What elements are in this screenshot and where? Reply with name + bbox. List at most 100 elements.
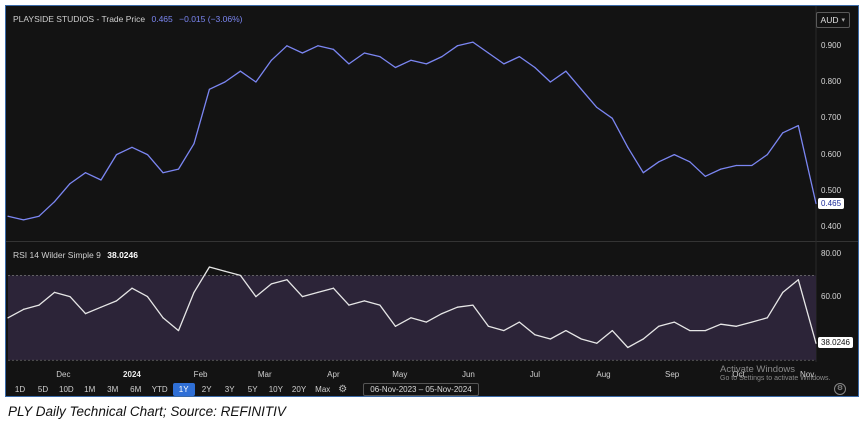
rsi-point (782, 291, 784, 293)
price-point (115, 153, 118, 156)
range-buttons: 1D 5D 10D 1M 3M 6M YTD 1Y 2Y 3Y 5Y 10Y 20Y Max (9, 382, 335, 396)
watermark-line1: Activate Windows (720, 364, 795, 375)
rsi-point (53, 291, 56, 293)
price-point (286, 45, 288, 47)
rsi-point (193, 291, 195, 293)
rsi-point (162, 317, 164, 319)
rsi-point (146, 296, 149, 298)
rsi-point (7, 317, 9, 319)
x-tick-label: Feb (193, 370, 208, 379)
price-point (363, 52, 366, 54)
range-button-5d[interactable]: 5D (37, 384, 49, 394)
rsi-point (22, 308, 25, 310)
range-button-6m[interactable]: 6M (130, 384, 142, 394)
price-ytick: 0.900 (821, 40, 842, 50)
price-point (766, 153, 768, 156)
gear-icon[interactable]: ⚙ (338, 383, 348, 395)
range-button-3y[interactable]: 3Y (224, 384, 235, 394)
price-point (22, 219, 25, 221)
rsi-point (503, 329, 505, 332)
rsi-point (580, 338, 582, 340)
rsi-point (627, 346, 629, 349)
rsi-point (177, 329, 180, 332)
range-button-1y[interactable]: 1Y (172, 382, 195, 396)
range-button-max[interactable]: Max (315, 384, 331, 394)
range-button-10y[interactable]: 10Y (268, 384, 283, 394)
price-point (689, 161, 691, 163)
range-button-1m[interactable]: 1M (84, 384, 96, 394)
price-point (84, 172, 87, 174)
price-point (53, 201, 56, 203)
price-last-value: 0.465 (818, 197, 845, 209)
x-tick-label: Sep (664, 370, 680, 379)
price-point (658, 161, 660, 163)
rsi-point (815, 342, 817, 344)
price-point (797, 124, 799, 127)
rsi-point (100, 306, 102, 308)
rsi-point (456, 306, 458, 308)
price-ytick: 0.700 (821, 113, 842, 123)
price-point (627, 146, 629, 148)
price-point (239, 70, 242, 72)
range-button-ytd[interactable]: YTD (151, 384, 168, 394)
watermark-line2: Go to Settings to activate Windows. (720, 375, 831, 383)
range-button-1d[interactable]: 1D (14, 384, 26, 394)
price-point (503, 63, 505, 65)
settings-icon[interactable]: ⚙ (834, 383, 846, 395)
chart-caption: PLY Daily Technical Chart; Source: REFIN… (8, 404, 286, 419)
price-point (379, 56, 381, 58)
rsi-point (425, 321, 427, 323)
chart-frame: PLAYSIDE STUDIOS - Trade Price 0.465 −0.… (5, 5, 859, 397)
price-point (146, 153, 149, 156)
rsi-point (766, 317, 768, 319)
activation-watermark: Activate Windows Go to Settings to activ… (720, 364, 831, 384)
range-button-10d[interactable]: 10D (59, 384, 74, 394)
rsi-point (255, 296, 257, 298)
rsi-point (131, 287, 133, 289)
x-tick-label: Mar (257, 370, 272, 379)
range-button-3m[interactable]: 3M (107, 384, 119, 394)
price-ytick: 0.400 (821, 222, 842, 232)
rsi-point (317, 291, 319, 293)
price-point (177, 168, 180, 170)
range-button-5y[interactable]: 5Y (247, 384, 258, 394)
rsi-point (224, 270, 226, 272)
date-range-picker[interactable]: 06-Nov-2023 – 05-Nov-2024 (363, 382, 479, 396)
price-point (596, 106, 598, 109)
x-tick-label: Jul (529, 370, 540, 379)
price-point (410, 59, 412, 61)
range-button-20y[interactable]: 20Y (291, 384, 307, 394)
chevron-down-icon: ▾ (841, 17, 845, 24)
price-point (255, 81, 257, 83)
price-point (704, 175, 706, 177)
price-ytick: 0.600 (821, 149, 842, 159)
rsi-point (611, 329, 613, 332)
x-tick-label: Oct (732, 370, 745, 379)
price-point (131, 146, 133, 148)
rsi-point (301, 296, 304, 298)
price-point (38, 215, 40, 217)
rsi-point (642, 338, 644, 340)
rsi-point (239, 274, 242, 277)
rsi-point (797, 279, 799, 281)
rsi-point (472, 304, 474, 306)
price-point (642, 172, 644, 174)
x-tick-label: Jun (461, 370, 475, 379)
company-label: PLAYSIDE STUDIOS - Trade Price (13, 14, 146, 24)
price-point (208, 88, 211, 90)
x-tick-label: 2024 (123, 370, 141, 379)
rsi-point (84, 313, 87, 315)
rsi-point (441, 313, 443, 315)
range-button-2y[interactable]: 2Y (201, 384, 212, 394)
price-point (565, 70, 567, 72)
price-point (611, 117, 613, 119)
price-point (224, 81, 226, 83)
rsi-ytick: 60.00 (821, 291, 842, 301)
currency-selector[interactable]: AUD ▾ (815, 12, 850, 28)
price-header: PLAYSIDE STUDIOS - Trade Price 0.465 −0.… (13, 14, 242, 24)
rsi-point (751, 321, 753, 323)
rsi-point (363, 300, 366, 302)
price-ytick: 0.500 (821, 185, 842, 195)
currency-label: AUD (820, 15, 839, 25)
rsi-ytick: 80.00 (821, 249, 842, 259)
